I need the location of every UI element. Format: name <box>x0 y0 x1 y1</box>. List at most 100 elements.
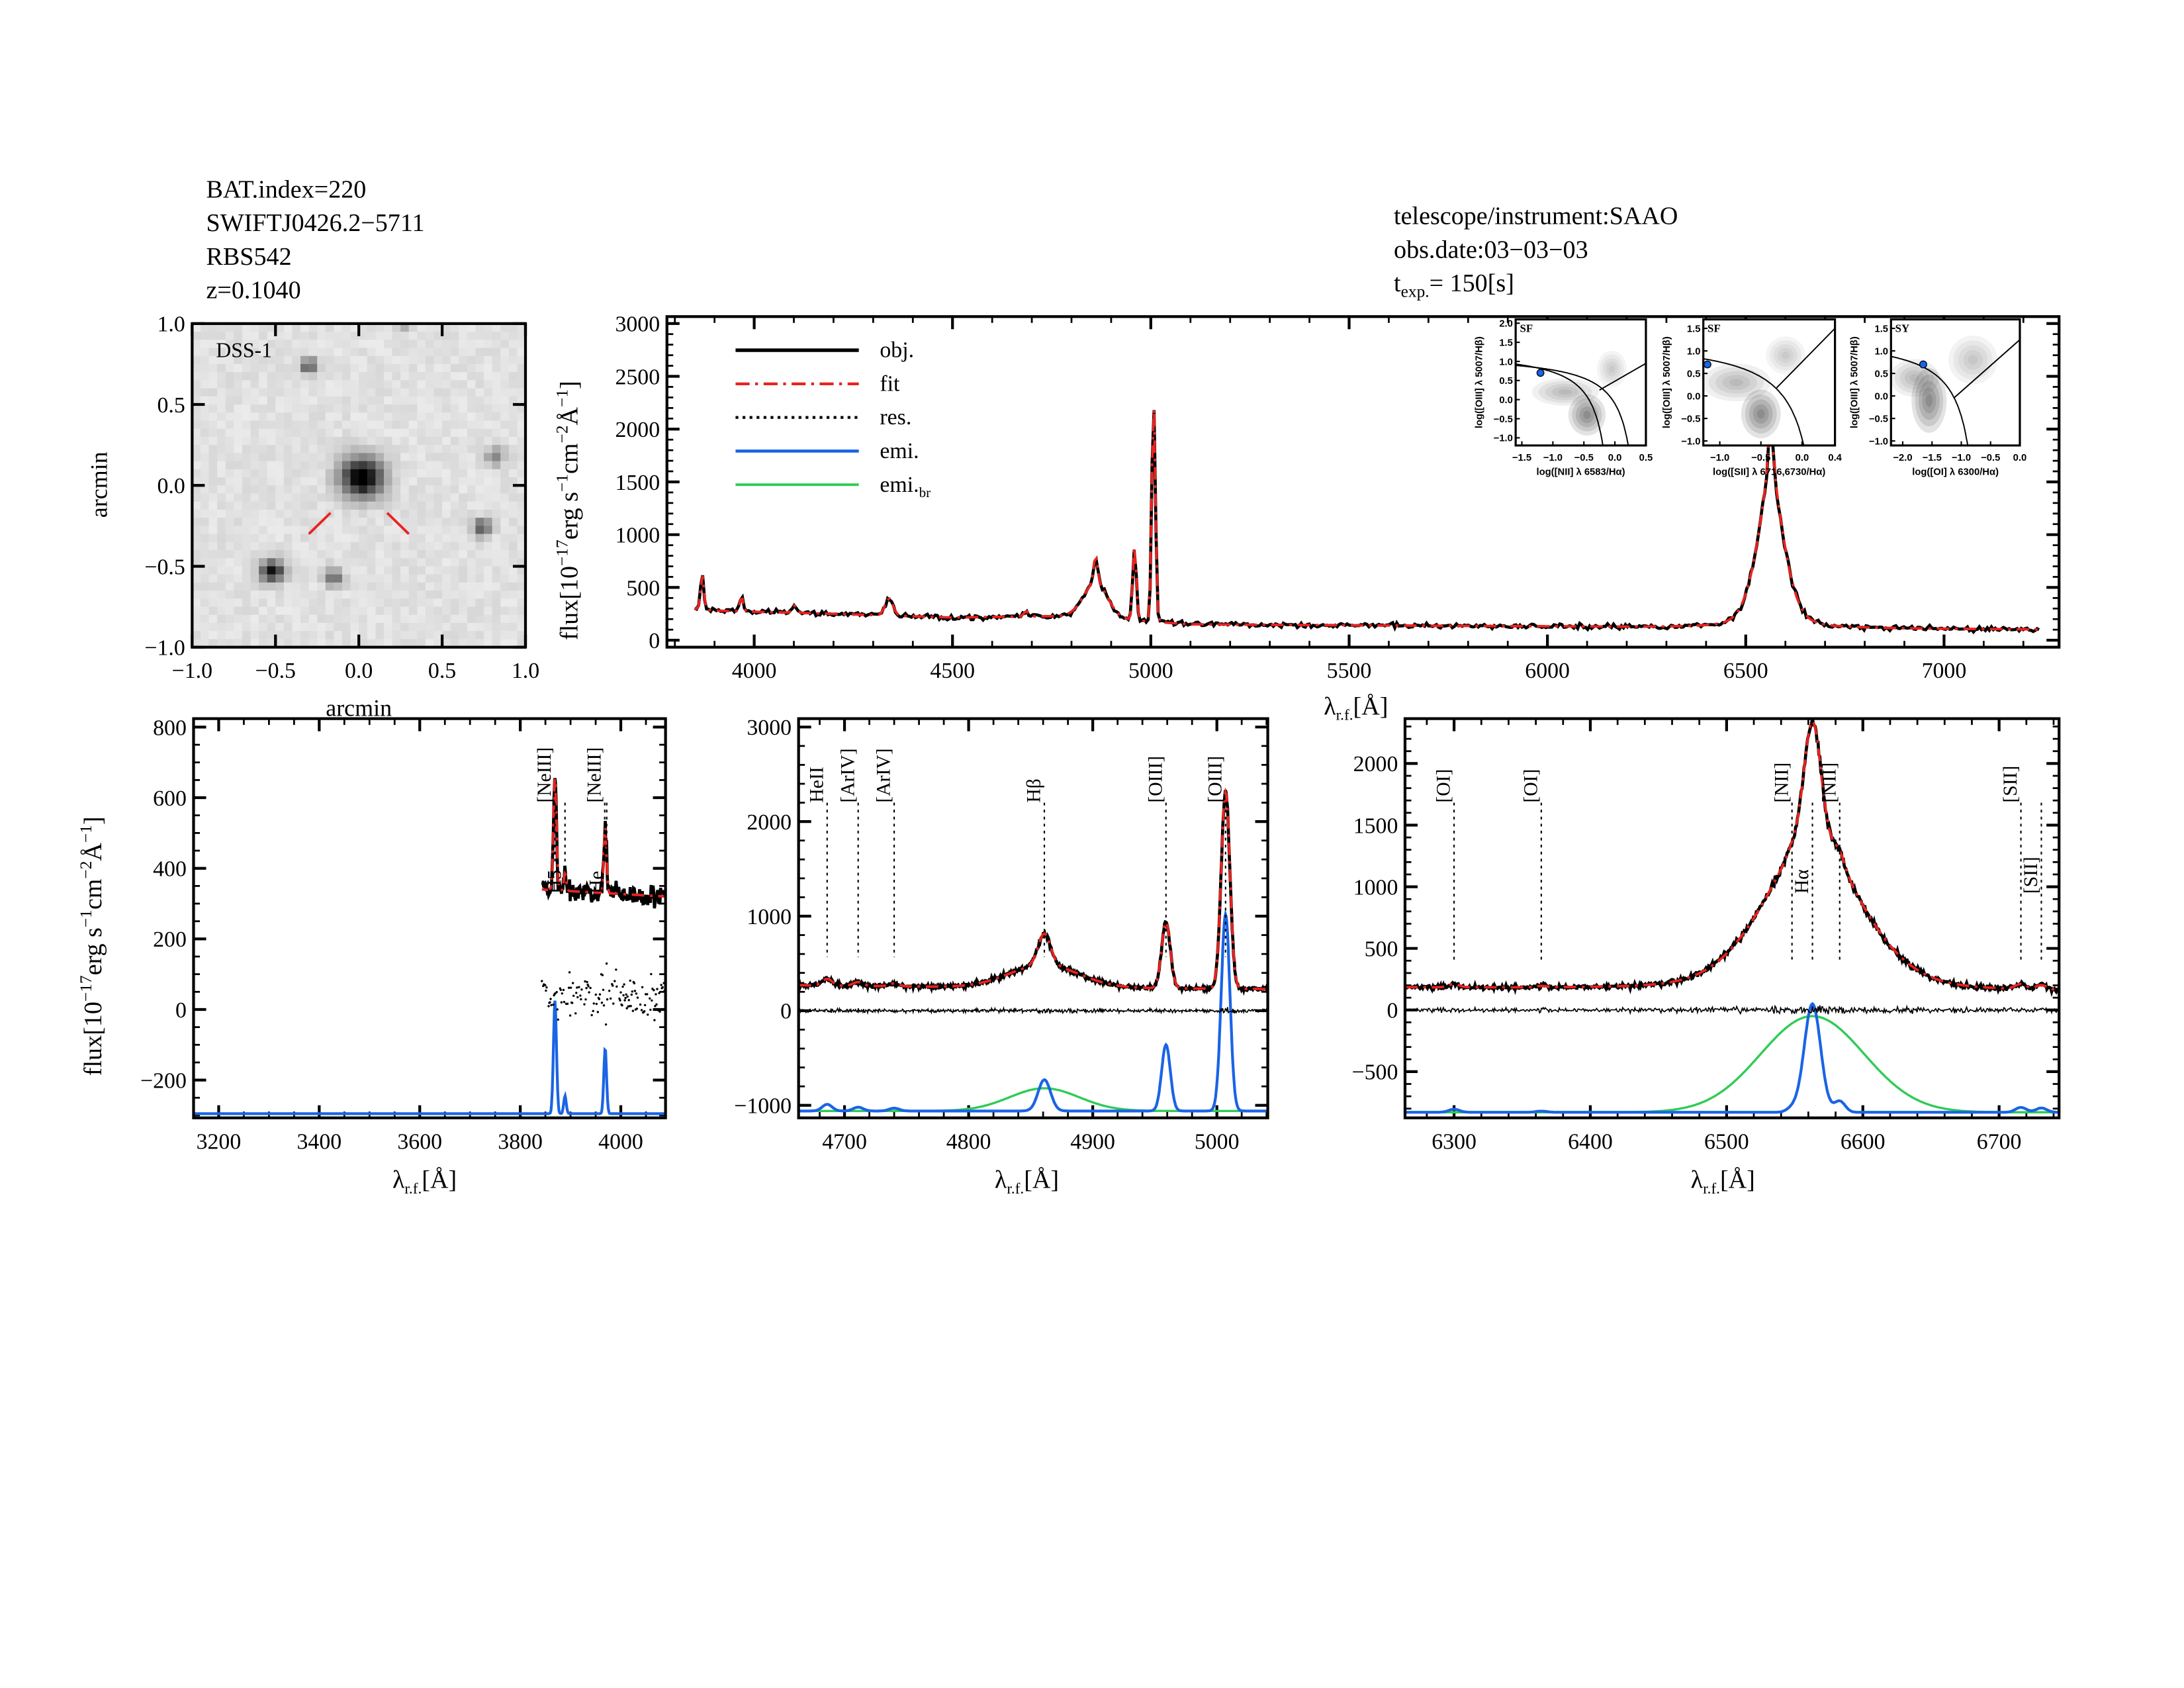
image-pixel <box>308 372 318 381</box>
image-pixel <box>383 518 393 526</box>
image-pixel <box>300 518 310 526</box>
image-pixel <box>392 623 401 632</box>
obs-date: obs.date:03−03−03 <box>1394 236 1588 263</box>
image-pixel <box>517 396 526 405</box>
image-pixel <box>459 348 468 357</box>
y-tick-label: 0 <box>175 998 187 1023</box>
image-pixel <box>425 582 435 591</box>
image-pixel <box>283 590 293 599</box>
residual-point <box>633 990 637 992</box>
image-pixel <box>341 606 351 616</box>
image-pixel <box>367 501 376 510</box>
image-pixel <box>234 598 243 608</box>
image-pixel <box>192 550 201 559</box>
plot-frame <box>665 315 2061 649</box>
image-pixel <box>467 412 477 422</box>
image-pixel <box>375 380 385 389</box>
image-pixel <box>325 396 335 405</box>
image-pixel <box>375 396 385 405</box>
image-pixel <box>400 355 410 365</box>
image-pixel <box>450 501 459 510</box>
image-pixel <box>300 639 310 648</box>
image-pixel <box>459 623 468 632</box>
image-pixel <box>275 355 285 365</box>
image-pixel <box>250 493 259 502</box>
residual-point <box>579 994 582 997</box>
residual-point <box>572 994 575 997</box>
image-pixel <box>334 363 343 373</box>
image-pixel <box>200 518 210 526</box>
image-pixel <box>475 501 484 510</box>
image-pixel <box>234 614 243 624</box>
image-pixel <box>234 469 243 478</box>
image-pixel <box>259 363 268 373</box>
density-contour <box>1925 394 1933 407</box>
image-pixel <box>492 332 501 340</box>
y-tick-label: 0.0 <box>1687 391 1701 402</box>
image-pixel <box>508 485 518 494</box>
image-pixel <box>367 541 376 551</box>
residual-point <box>606 998 609 1001</box>
image-pixel <box>200 631 210 640</box>
image-pixel <box>467 534 477 543</box>
image-pixel <box>500 493 510 502</box>
image-pixel <box>492 355 501 365</box>
image-pixel <box>283 428 293 438</box>
image-pixel <box>283 566 293 575</box>
image-pixel <box>417 380 426 389</box>
image-pixel <box>367 404 376 413</box>
image-pixel <box>341 340 351 349</box>
image-pixel <box>341 372 351 381</box>
image-pixel <box>200 534 210 543</box>
image-pixel <box>317 501 326 510</box>
image-pixel <box>392 420 401 430</box>
y-tick-label: 0.5 <box>1687 369 1701 379</box>
image-pixel <box>242 340 251 349</box>
image-pixel <box>267 574 276 583</box>
image-pixel <box>359 453 368 462</box>
y-tick-label: 0.0 <box>157 474 185 498</box>
residual-point <box>589 986 592 990</box>
image-pixel <box>492 493 501 502</box>
image-pixel <box>500 477 510 486</box>
image-pixel <box>275 598 285 608</box>
image-pixel <box>400 461 410 470</box>
image-pixel <box>508 606 518 616</box>
image-pixel <box>400 412 410 422</box>
residual-point <box>625 993 627 996</box>
image-pixel <box>208 509 218 518</box>
density-contour <box>1774 344 1797 367</box>
image-pixel <box>450 614 459 624</box>
image-pixel <box>208 461 218 470</box>
image-pixel <box>425 606 435 616</box>
image-pixel <box>242 396 251 405</box>
image-pixel <box>359 534 368 543</box>
plot-frame <box>797 717 1269 1119</box>
image-pixel <box>492 461 501 470</box>
image-pixel <box>433 566 443 575</box>
image-pixel <box>208 363 218 373</box>
image-pixel <box>508 518 518 526</box>
image-pixel <box>375 614 385 624</box>
line-marker-label: [SII] <box>2000 766 2021 803</box>
density-contour <box>1583 410 1591 420</box>
image-pixel <box>475 412 484 422</box>
image-pixel <box>450 323 459 332</box>
image-pixel <box>367 598 376 608</box>
x-tick-label: 5000 <box>1195 1129 1240 1154</box>
image-pixel <box>433 453 443 462</box>
image-pixel <box>492 404 501 413</box>
image-pixel <box>300 355 310 365</box>
image-pixel <box>517 428 526 438</box>
image-pixel <box>350 388 359 397</box>
image-pixel <box>450 412 459 422</box>
residual-point <box>635 1008 639 1010</box>
image-pixel <box>392 453 401 462</box>
image-pixel <box>341 493 351 502</box>
y-tick-label: −1.0 <box>1681 436 1700 447</box>
image-pixel <box>334 590 343 599</box>
residual-point <box>631 1009 635 1012</box>
image-pixel <box>242 639 251 648</box>
image-pixel <box>467 363 477 373</box>
